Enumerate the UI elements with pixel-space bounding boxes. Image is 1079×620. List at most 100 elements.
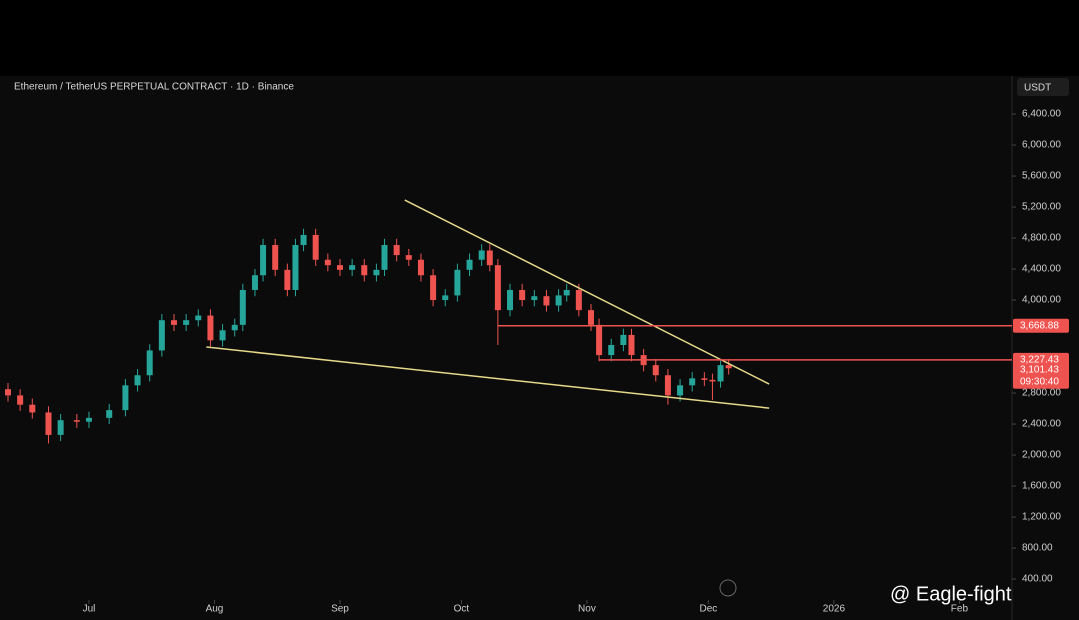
chart-title: Ethereum / TetherUS PERPETUAL CONTRACT ·… — [14, 82, 294, 93]
candle-body — [596, 324, 603, 356]
currency-box — [1017, 78, 1069, 96]
x-tick-label: Aug — [206, 604, 224, 615]
candle-body — [106, 410, 113, 418]
candle-body — [620, 334, 627, 346]
candle-body — [85, 417, 92, 422]
candle-body — [324, 259, 331, 266]
candle-body — [664, 375, 671, 396]
candle-body — [195, 315, 202, 321]
candle-body — [478, 250, 485, 260]
candle-body — [146, 350, 153, 376]
candle-body — [608, 345, 615, 356]
candle-body — [183, 320, 190, 325]
y-tick-label: 4,000.00 — [1022, 295, 1061, 306]
candle-body — [134, 375, 141, 386]
candle-body — [57, 420, 64, 435]
candle-body — [563, 289, 570, 296]
candle-body — [73, 420, 80, 422]
candle-body — [430, 275, 437, 301]
x-tick-label: Feb — [951, 604, 969, 615]
price-level-box — [1013, 352, 1069, 367]
candle-body — [45, 412, 52, 435]
x-tick-label: 2026 — [823, 604, 846, 615]
candle-body — [466, 259, 473, 270]
candle-body — [701, 378, 708, 380]
candle-body — [272, 245, 279, 270]
y-tick-label: 4,400.00 — [1022, 264, 1061, 275]
last-price-box — [1013, 363, 1069, 389]
candle-body — [652, 365, 659, 376]
candle-body — [29, 404, 36, 413]
candle-body — [587, 310, 594, 325]
candle-body — [361, 265, 368, 276]
candle-body — [260, 245, 267, 276]
icon — [719, 579, 737, 597]
y-tick-label: 4,800.00 — [1022, 233, 1061, 244]
candle-body — [709, 379, 716, 382]
candle-body — [231, 324, 238, 331]
price-level-box — [1013, 318, 1069, 333]
candle-body — [17, 395, 24, 405]
candle-body — [170, 320, 177, 325]
y-tick-label: 5,200.00 — [1022, 202, 1061, 213]
candle-body — [575, 289, 582, 311]
candle-body — [486, 250, 493, 266]
candle-body — [158, 320, 165, 351]
candle-body — [725, 365, 732, 369]
y-tick-label: 6,000.00 — [1022, 140, 1061, 151]
y-tick-label: 800.00 — [1022, 543, 1053, 554]
price-level-label: 3,668.88 — [1020, 320, 1059, 331]
candle-body — [373, 269, 380, 276]
y-tick-label: 5,600.00 — [1022, 171, 1061, 182]
candle-body — [381, 245, 388, 270]
candle-body — [507, 289, 514, 311]
y-tick-label: 2,800.00 — [1022, 388, 1061, 399]
y-tick-label: 6,400.00 — [1022, 109, 1061, 120]
candle-body — [454, 269, 461, 296]
candle-body — [717, 365, 724, 382]
candle-body — [292, 245, 299, 290]
y-tick-label: 1,600.00 — [1022, 481, 1061, 492]
candle-body — [494, 265, 501, 311]
candle-body — [251, 275, 258, 290]
countdown: 09:30:40 — [1020, 376, 1059, 387]
price-level-label: 3,227.43 — [1020, 355, 1059, 366]
candle-body — [531, 296, 538, 301]
y-tick-label: 2,000.00 — [1022, 450, 1061, 461]
candle-body — [628, 334, 635, 356]
y-tick-label: 1,200.00 — [1022, 512, 1061, 523]
candle-body — [442, 295, 449, 301]
candle-body — [689, 378, 696, 386]
candle-body — [543, 296, 550, 306]
candle-body — [5, 389, 11, 396]
candle-body — [312, 234, 319, 260]
candle-body — [405, 255, 412, 260]
watermark: @ Eagle-fight — [890, 583, 1012, 605]
candle-body — [519, 289, 526, 301]
candle-body — [555, 295, 562, 306]
currency: USDT — [1024, 83, 1051, 94]
x-tick-label: Sep — [331, 604, 349, 615]
trendline — [206, 346, 770, 409]
candle-body — [300, 234, 307, 246]
candle-body — [417, 259, 424, 276]
y-tick-label: 400.00 — [1022, 574, 1053, 585]
candle-body — [677, 385, 684, 396]
candle-body — [239, 289, 246, 325]
candle-body — [336, 265, 343, 270]
x-tick-label: Dec — [700, 604, 718, 615]
candle-body — [207, 315, 214, 341]
candle-body — [284, 269, 291, 290]
trendline — [404, 199, 770, 385]
candle-body — [219, 330, 226, 341]
y-tick-label: 2,400.00 — [1022, 419, 1061, 430]
x-tick-label: Oct — [454, 604, 470, 615]
candle-body — [349, 265, 356, 270]
x-tick-label: Nov — [578, 604, 596, 615]
last-price-label: 3,101.43 — [1020, 364, 1059, 375]
panel — [0, 76, 1079, 620]
candle-body — [122, 385, 129, 411]
x-tick-label: Jul — [83, 604, 96, 615]
candle-body — [393, 245, 400, 256]
